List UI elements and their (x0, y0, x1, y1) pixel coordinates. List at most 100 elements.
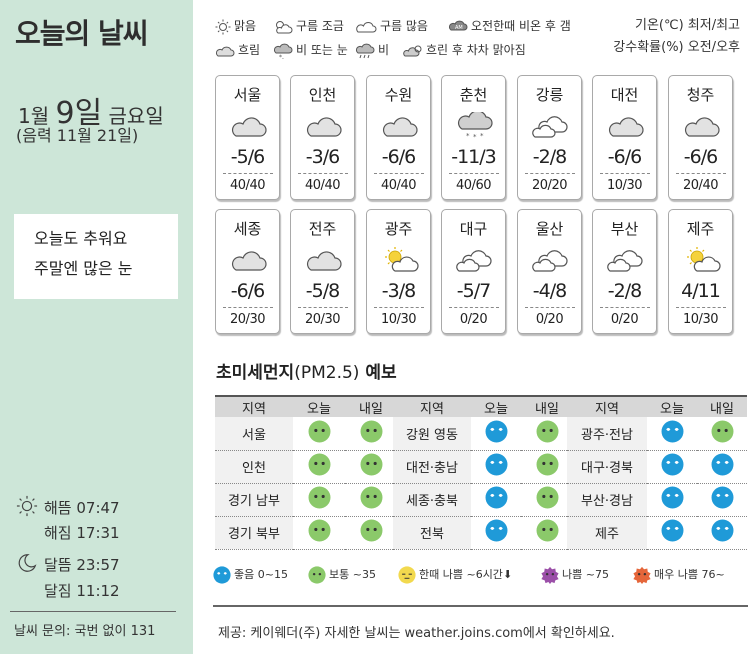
legend-cloudy: 흐림 (215, 41, 260, 59)
date-day: 9일 (55, 96, 103, 131)
legend-rain-label: 비 (378, 43, 390, 57)
left-panel: 오늘의 날씨 1월 9일 금요일 (음력 11월 21일) 오늘도 추워요 주말… (0, 0, 193, 654)
city-name: 부산 (610, 220, 639, 238)
divider (374, 307, 424, 308)
mostly-cloudy-icon (356, 21, 377, 32)
snow-cloud-icon: * * * (456, 110, 494, 141)
rain-probability: 40/40 (230, 178, 265, 193)
pm-table: 지역 오늘 내일 강원 영동 대전·충남 세종·충북 전북 (393, 395, 573, 550)
table-row: 대구·경북 (567, 450, 747, 484)
col-region: 지역 (393, 395, 471, 417)
col-tomorrow: 내일 (521, 395, 573, 417)
divider (600, 307, 650, 308)
rain-probability: 20/40 (683, 178, 718, 193)
city-card: 제주 4/11 10/30 (668, 209, 733, 334)
good-face-icon (471, 483, 521, 517)
city-card: 대전 -6/6 10/30 (592, 75, 657, 200)
pm-legend-very-bad-label: 매우 나쁨 76~ (654, 568, 725, 581)
divider (298, 307, 348, 308)
cloud-icon (305, 112, 343, 140)
legend-rain: 비 (355, 41, 389, 59)
normal-face-icon (293, 450, 345, 484)
city-card: 전주 -5/8 20/30 (290, 209, 355, 334)
pm-legend-good: 좋음 0~15 (213, 566, 288, 584)
normal-face-icon (345, 516, 397, 550)
region-name: 경기 북부 (215, 516, 293, 550)
divider (298, 173, 348, 174)
bad-face-icon (541, 566, 562, 584)
temperature: -6/6 (381, 146, 416, 168)
unit-rain: 강수확률(%) 오전/오후 (613, 40, 740, 55)
normal-face-icon (697, 417, 747, 451)
divider (600, 173, 650, 174)
legend-rain-or-snow: *, 비 또는 눈 (273, 41, 348, 61)
table-row: 제주 (567, 516, 747, 550)
rain-probability: 10/30 (381, 312, 416, 327)
rain-probability: 10/30 (607, 178, 642, 193)
city-name: 대구 (459, 220, 488, 238)
good-face-icon (647, 450, 697, 484)
region-name: 인천 (215, 450, 293, 484)
pm-table-header: 지역 오늘 내일 (393, 395, 573, 417)
normal-face-icon (521, 516, 573, 550)
temp-bad-face-icon (398, 566, 419, 584)
legend-am-rain-label: 오전한때 비온 후 갬 (471, 19, 571, 33)
col-tomorrow: 내일 (697, 395, 747, 417)
city-name: 광주 (384, 220, 413, 238)
rain-probability: 40/40 (381, 178, 416, 193)
divider (10, 611, 176, 612)
good-face-icon (647, 483, 697, 517)
normal-face-icon (521, 450, 573, 484)
normal-face-icon (345, 483, 397, 517)
partly-cloudy-icon (532, 246, 570, 274)
pm-legend-very-bad: 매우 나쁨 76~ (633, 566, 725, 584)
region-name: 세종·충북 (393, 483, 471, 517)
city-name: 인천 (308, 86, 337, 104)
city-name: 세종 (233, 220, 262, 238)
pm-legend-good-label: 좋음 0~15 (234, 568, 288, 581)
city-card: 강릉 -2/8 20/20 (517, 75, 582, 200)
good-face-icon (647, 417, 697, 451)
divider (449, 307, 499, 308)
pm-title-main: 초미세먼지 (216, 363, 295, 383)
legend-cloudy-then-clear: 흐린 후 차차 맑아짐 (403, 41, 526, 59)
pm-legend-bad-label: 나쁨 ~75 (562, 568, 609, 581)
region-name: 서울 (215, 417, 293, 451)
divider (525, 307, 575, 308)
rain-probability: 20/20 (532, 178, 567, 193)
col-region: 지역 (215, 395, 293, 417)
legend-partly-cloudy-label: 구름 조금 (296, 19, 344, 33)
good-face-icon (697, 483, 747, 517)
normal-face-icon (345, 417, 397, 451)
sun-cloud-icon (381, 246, 419, 274)
city-card: 광주 -3/8 10/30 (366, 209, 431, 334)
pm-table-header: 지역 오늘 내일 (215, 395, 397, 417)
cloud-icon (683, 112, 721, 140)
cloud-icon (215, 46, 235, 56)
rain-probability: 40/60 (456, 178, 491, 193)
legend-partly-cloudy: 구름 조금 (273, 17, 344, 35)
city-card: 인천 -3/6 40/40 (290, 75, 355, 200)
svg-text:*: * (466, 132, 470, 140)
pm-legend-normal-label: 보통 ~35 (329, 568, 376, 581)
city-name: 전주 (308, 220, 337, 238)
table-row: 인천 (215, 450, 397, 484)
cloud-icon (230, 246, 268, 274)
date-month: 1월 (18, 104, 56, 128)
provider-credit: 제공: 케이웨더(주) 자세한 날씨는 weather.joins.com에서 … (218, 626, 615, 641)
rain-probability: 20/30 (305, 312, 340, 327)
table-row: 강원 영동 (393, 417, 573, 451)
city-card: 청주 -6/6 20/40 (668, 75, 733, 200)
am-rain-icon: AM (448, 20, 468, 31)
divider (676, 307, 726, 308)
city-name: 강릉 (535, 86, 564, 104)
city-card: 수원 -6/6 40/40 (366, 75, 431, 200)
partly-cloudy-icon (456, 246, 494, 274)
rain-probability: 0/20 (535, 312, 564, 327)
normal-face-icon (345, 450, 397, 484)
rain-probability: 0/20 (610, 312, 639, 327)
sunrise-text: 해뜸 07:47 (44, 499, 120, 517)
lunar-date: (음력 11월 21일) (16, 126, 139, 145)
col-today: 오늘 (647, 395, 697, 417)
partly-cloudy-icon (276, 20, 293, 33)
